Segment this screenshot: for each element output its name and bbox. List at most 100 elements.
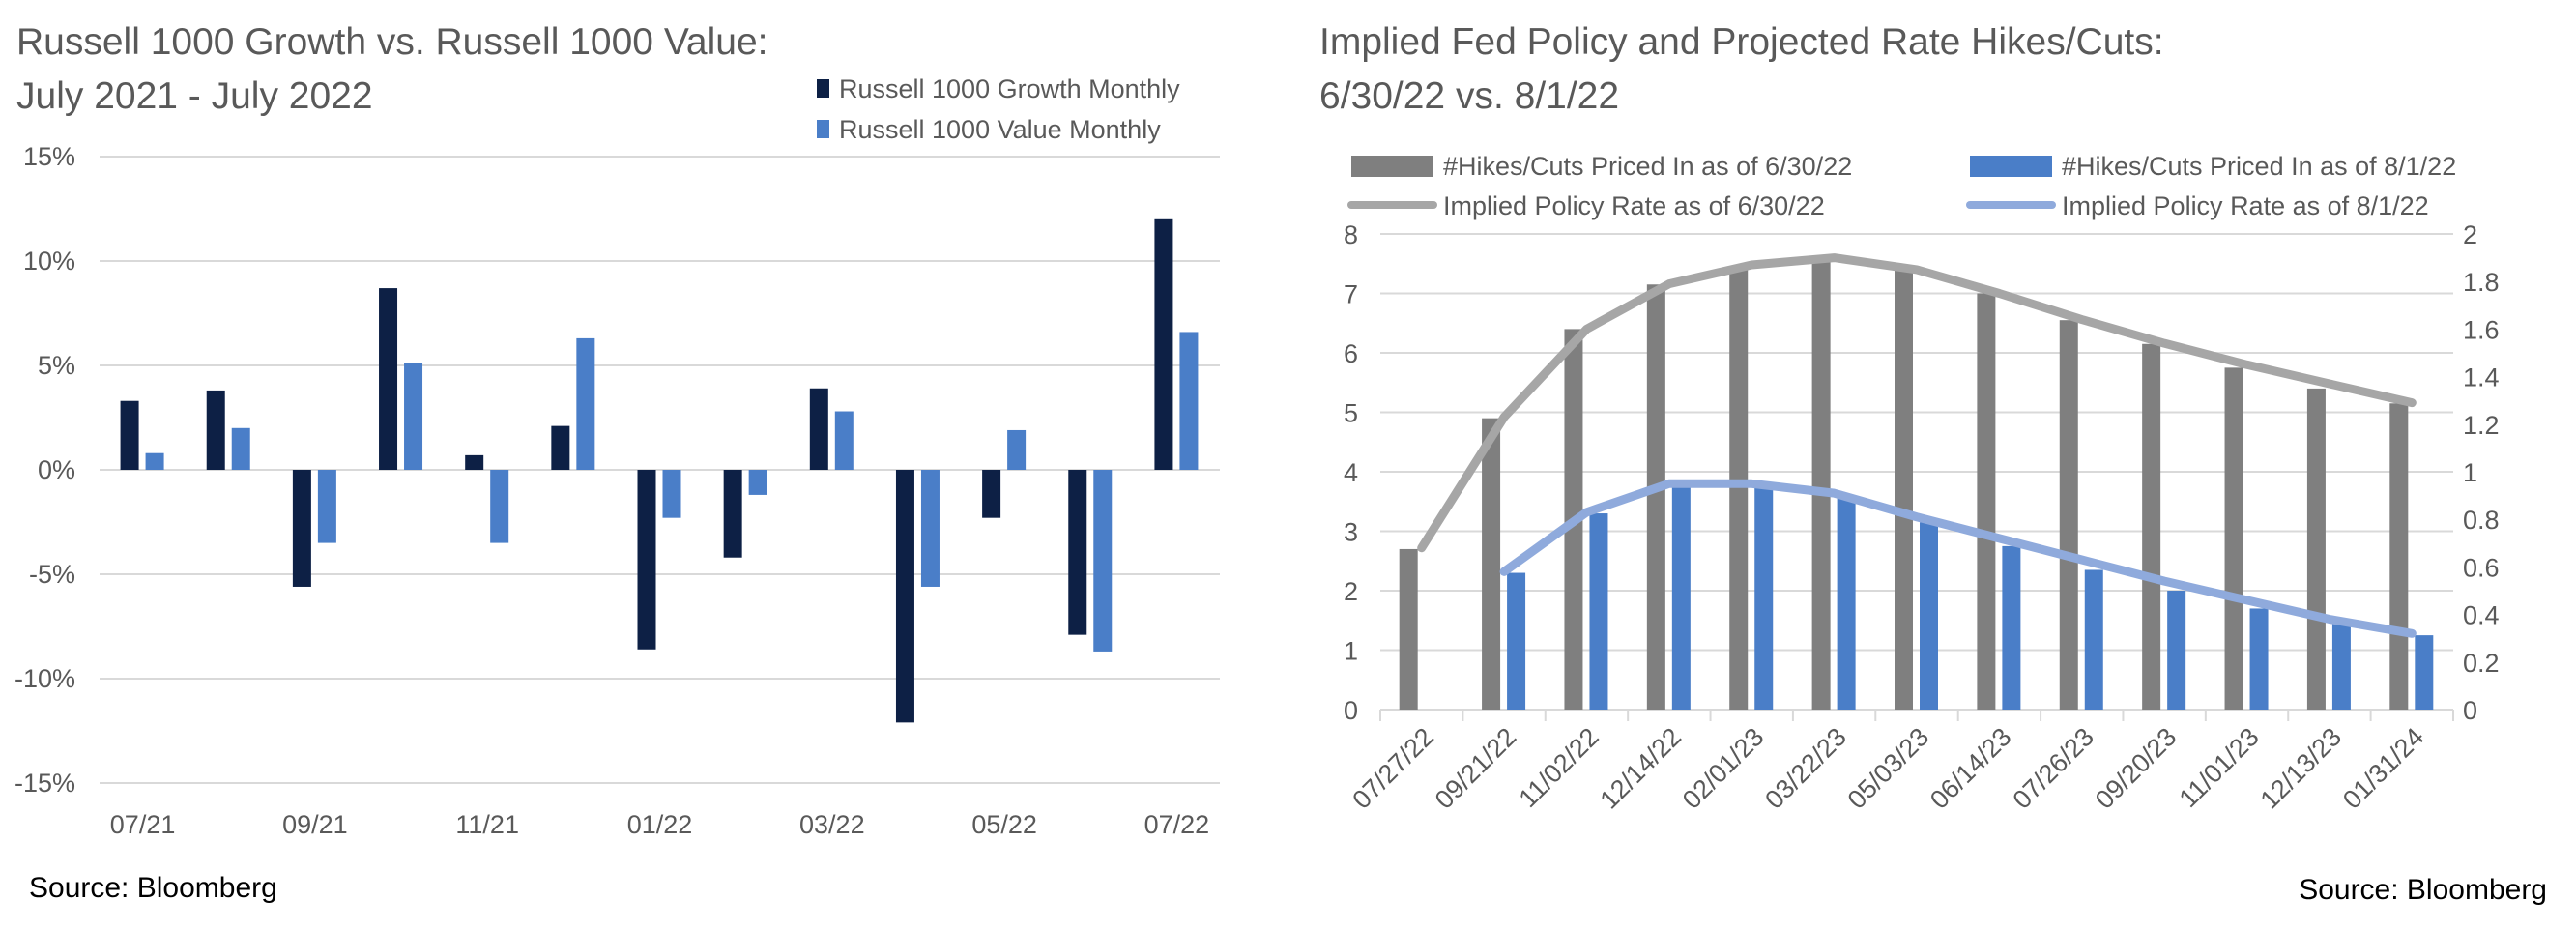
growth-bar	[206, 390, 225, 470]
left-chart-x-axis: 07/21 09/21 11/21 01/22 03/22 05/22 07/22	[110, 810, 1209, 839]
left-chart: Russell 1000 Growth vs. Russell 1000 Val…	[14, 21, 1220, 904]
hikes-0801-bar	[1920, 522, 1938, 710]
right-x-tick-label: 11/01/23	[2174, 722, 2265, 813]
right-x-tick-label: 11/02/22	[1514, 722, 1605, 813]
left-x-tick-label: 07/21	[110, 810, 176, 839]
right-x-tick-label: 09/21/22	[1430, 722, 1522, 815]
hikes-0801-bar	[2002, 545, 2021, 710]
legend-swatch-value	[817, 120, 829, 138]
right-chart-right-y-axis: 2 1.8 1.6 1.4 1.2 1 0.8 0.6 0.4 0.2 0	[2463, 220, 2500, 725]
right-right-y-tick-label: 0.4	[2463, 601, 2500, 630]
value-bar	[920, 470, 940, 587]
legend-label-value: Russell 1000 Value Monthly	[839, 115, 1161, 144]
left-x-tick-label: 07/22	[1144, 810, 1210, 839]
right-chart-gridlines	[1380, 233, 2453, 711]
right-chart-left-y-axis: 8 7 6 5 4 3 2 1 0	[1344, 220, 1358, 725]
hikes-0630-bar	[2306, 388, 2326, 710]
right-chart-lines	[1417, 253, 2417, 638]
hikes-0630-bar	[1811, 257, 1831, 710]
hikes-0630-bar	[2224, 367, 2243, 710]
right-right-y-tick-label: 1.8	[2463, 268, 2500, 297]
right-x-tick-label: 02/01/23	[1677, 722, 1770, 815]
legend-swatch-hikes-0801	[1970, 156, 2052, 177]
right-chart-bars	[1399, 257, 2434, 710]
right-left-y-tick-label: 4	[1344, 458, 1358, 487]
growth-bar	[809, 388, 828, 470]
growth-bar	[551, 425, 570, 470]
left-y-tick-label: 0%	[38, 455, 75, 484]
hikes-0630-bar	[1977, 293, 1996, 710]
rate-0630-line	[1417, 253, 2417, 553]
right-x-tick-label: 05/03/23	[1842, 722, 1935, 815]
right-left-y-tick-label: 5	[1344, 399, 1358, 428]
growth-bar	[379, 288, 398, 470]
right-left-y-tick-label: 1	[1344, 637, 1358, 666]
legend-swatch-hikes-0630	[1351, 156, 1433, 177]
left-y-tick-label: -10%	[14, 664, 75, 693]
value-bar	[490, 470, 509, 543]
legend-label-hikes-0801: #Hikes/Cuts Priced In as of 8/1/22	[2062, 152, 2456, 181]
left-chart-title-line1: Russell 1000 Growth vs. Russell 1000 Val…	[16, 21, 768, 63]
right-x-tick-label: 06/14/23	[1925, 722, 2017, 815]
right-right-y-tick-label: 0.6	[2463, 553, 2500, 582]
legend-label-rate-0801: Implied Policy Rate as of 8/1/22	[2062, 191, 2429, 220]
value-bar	[748, 470, 767, 495]
hikes-0801-bar	[1507, 572, 1526, 710]
value-bar	[317, 470, 336, 543]
value-bar	[1179, 332, 1199, 470]
hikes-0801-bar	[2167, 591, 2186, 710]
hikes-0630-bar	[2059, 320, 2078, 710]
left-x-tick-label: 09/21	[282, 810, 348, 839]
right-chart-legend: #Hikes/Cuts Priced In as of 6/30/22 #Hik…	[1347, 152, 2456, 220]
right-right-y-tick-label: 0.2	[2463, 649, 2500, 678]
right-x-tick-label: 01/31/24	[2337, 722, 2430, 815]
right-right-y-tick-label: 1.2	[2463, 411, 2500, 440]
hikes-0630-bar	[2389, 403, 2409, 710]
value-bar	[145, 452, 164, 470]
hikes-0801-bar	[2331, 623, 2351, 710]
hikes-0801-bar	[1837, 495, 1856, 710]
legend-label-rate-0630: Implied Policy Rate as of 6/30/22	[1443, 191, 1825, 220]
left-chart-y-axis: 15% 10% 5% 0% -5% -10% -15%	[14, 142, 75, 798]
right-x-tick-label: 07/27/22	[1346, 722, 1439, 815]
hikes-0630-bar	[1399, 548, 1418, 710]
right-x-tick-label: 07/26/23	[2007, 722, 2099, 815]
left-x-tick-label: 11/21	[455, 810, 519, 839]
left-chart-gridlines	[100, 156, 1220, 784]
left-chart-source: Source: Bloomberg	[29, 872, 277, 904]
value-bar	[404, 363, 423, 470]
right-right-y-tick-label: 0	[2463, 696, 2477, 725]
right-x-tick-label: 12/13/23	[2255, 722, 2348, 815]
hikes-0630-bar	[1895, 269, 1913, 710]
hikes-0801-bar	[1754, 483, 1774, 710]
right-x-tick-label: 03/22/23	[1759, 722, 1852, 815]
hikes-0801-bar	[2415, 635, 2434, 710]
right-x-tick-label: 09/20/23	[2090, 722, 2183, 815]
value-bar	[834, 411, 854, 470]
right-chart-source: Source: Bloomberg	[2299, 874, 2547, 906]
hikes-0801-bar	[1589, 513, 1608, 710]
value-bar	[1093, 470, 1113, 652]
right-left-y-tick-label: 2	[1344, 577, 1358, 606]
right-right-y-tick-label: 1	[2463, 458, 2477, 487]
left-y-tick-label: 5%	[38, 351, 75, 380]
legend-label-hikes-0630: #Hikes/Cuts Priced In as of 6/30/22	[1443, 152, 1852, 181]
hikes-0630-bar	[1482, 418, 1501, 710]
growth-bar	[637, 470, 656, 650]
right-right-y-tick-label: 1.6	[2463, 315, 2500, 344]
right-right-y-tick-label: 2	[2463, 220, 2477, 249]
left-chart-title-line2: July 2021 - July 2022	[16, 75, 373, 117]
right-left-y-tick-label: 8	[1344, 220, 1358, 249]
right-left-y-tick-label: 6	[1344, 339, 1358, 368]
growth-bar	[723, 470, 742, 558]
left-chart-legend: Russell 1000 Growth Monthly Russell 1000…	[817, 74, 1180, 144]
right-chart-x-axis: 07/27/2209/21/2211/02/2212/14/2202/01/23…	[1346, 710, 2454, 815]
legend-label-growth: Russell 1000 Growth Monthly	[839, 74, 1180, 103]
value-bar	[231, 427, 250, 470]
left-x-tick-label: 03/22	[799, 810, 865, 839]
right-left-y-tick-label: 7	[1344, 280, 1358, 309]
hikes-0630-bar	[1646, 284, 1665, 710]
left-y-tick-label: -15%	[14, 769, 75, 798]
growth-bar	[465, 454, 484, 470]
